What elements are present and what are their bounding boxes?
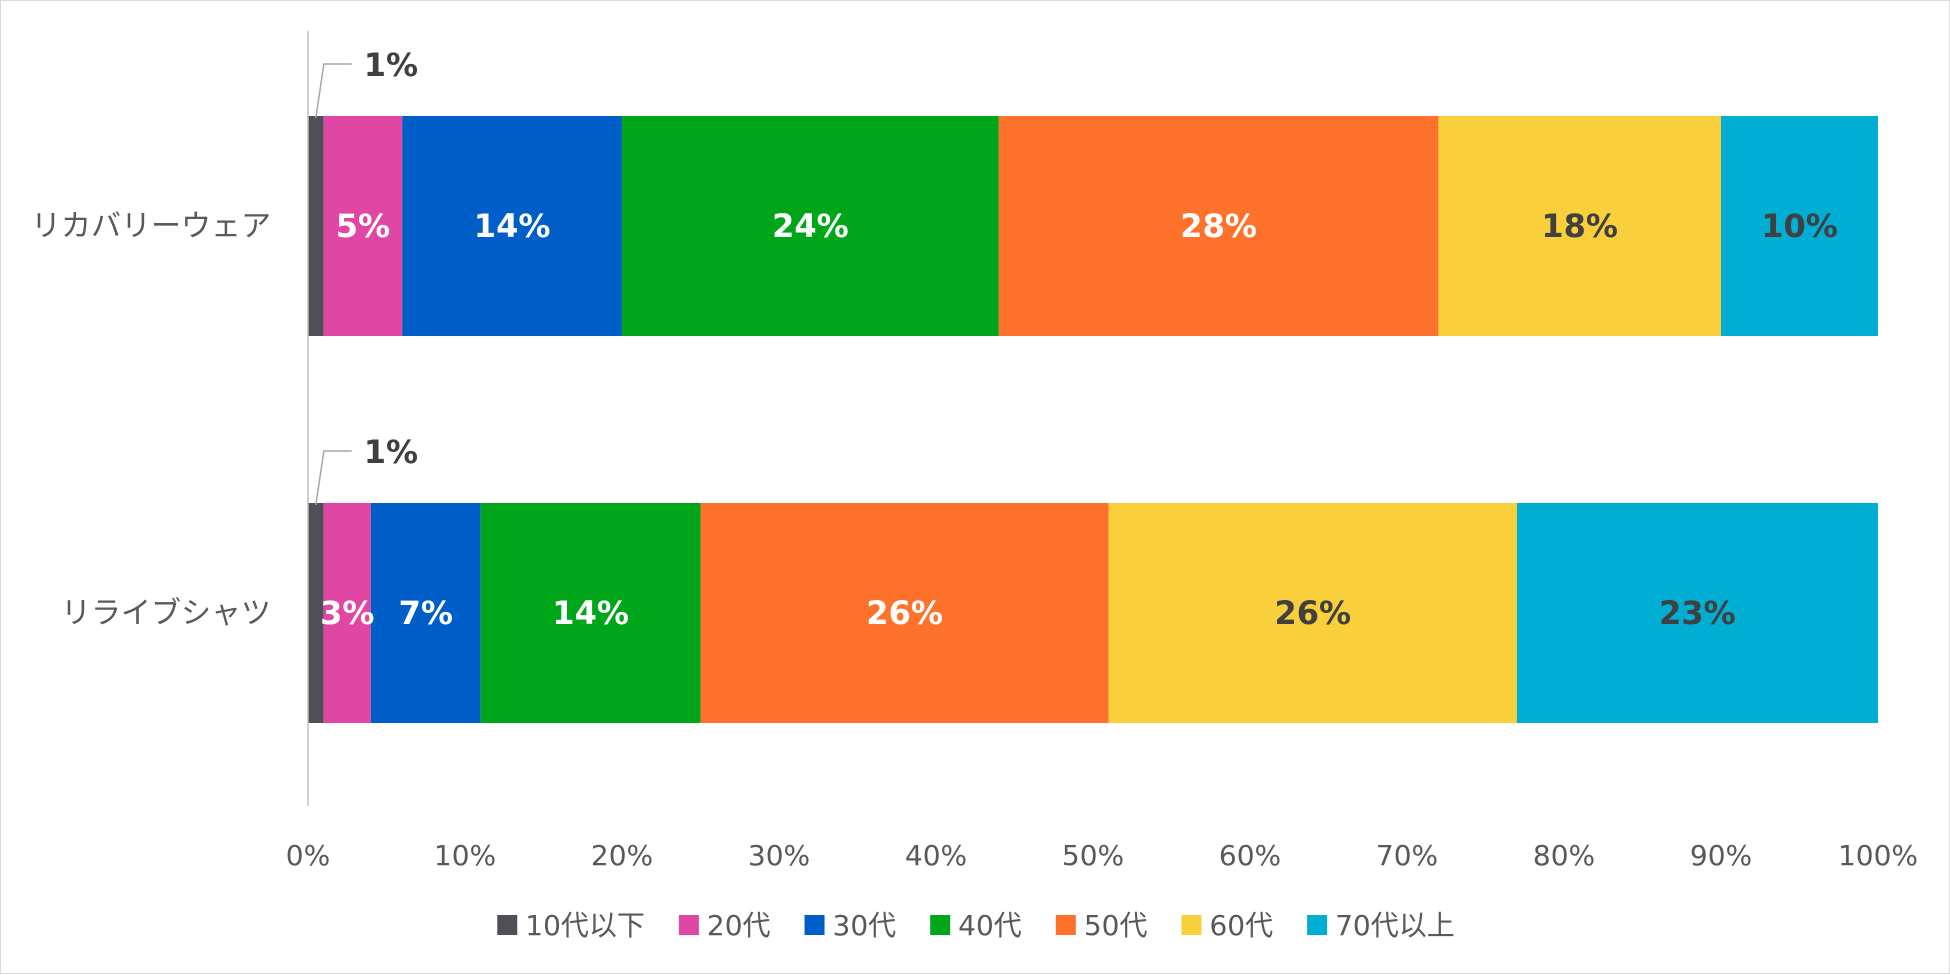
data-labels: 1% 5% 14% 24% 28% 18% 10% 1% 3% 7% 14% 26% 26% 23% — [320, 46, 1838, 632]
x-tick-label-3: 20% — [591, 839, 653, 872]
legend: 10代以下 20代 30代 40代 50代 60代 70代以上 — [497, 909, 1455, 942]
bar-segment-2-5 — [700, 503, 1109, 723]
x-tick-label-2: 10% — [434, 839, 496, 872]
data-label-1-6: 18% — [1541, 207, 1618, 245]
x-tick-label-7: 60% — [1219, 839, 1281, 872]
x-tick-label-11: 100% — [1838, 839, 1918, 872]
leader-line-2 — [315, 450, 352, 506]
category-label-2: リライブシャツ — [61, 596, 271, 631]
bar-segment-1-3 — [402, 116, 622, 336]
legend-swatch-2 — [678, 915, 699, 935]
leader-lines — [315, 63, 352, 506]
bar-segment-2-1 — [308, 503, 324, 723]
bar-segment-1-4 — [622, 116, 999, 336]
data-label-1-4: 24% — [772, 207, 849, 245]
x-tick-label-6: 50% — [1062, 839, 1124, 872]
bar-segment-1-6 — [1438, 116, 1721, 336]
bar-segment-1-2 — [323, 116, 403, 336]
data-label-2-2: 3% — [320, 594, 374, 632]
data-label-2-4: 14% — [552, 594, 629, 632]
x-tick-label-9: 80% — [1533, 839, 1595, 872]
bar-segment-1-7 — [1721, 116, 1878, 336]
bar-segment-2-4 — [480, 503, 701, 723]
data-label-2-7: 23% — [1659, 594, 1736, 632]
legend-label-3: 30代 — [833, 909, 897, 942]
bar-segment-1-5 — [998, 116, 1439, 336]
data-label-1-3: 14% — [474, 207, 551, 245]
bar-segment-2-3 — [370, 503, 481, 723]
legend-swatch-7 — [1307, 915, 1328, 935]
legend-label-2: 20代 — [707, 909, 771, 942]
category-label-1: リカバリーウェア — [31, 209, 271, 244]
bar-segment-2-6 — [1108, 503, 1517, 723]
data-label-1-1: 1% — [364, 46, 418, 84]
legend-label-5: 50代 — [1084, 909, 1148, 942]
data-label-2-1: 1% — [364, 433, 418, 471]
bar-segment-2-7 — [1516, 503, 1878, 723]
legend-label-4: 40代 — [958, 909, 1022, 942]
legend-label-1: 10代以下 — [525, 909, 645, 942]
bar-segment-2-2 — [323, 503, 371, 723]
legend-swatch-4 — [930, 915, 951, 935]
data-label-1-5: 28% — [1180, 207, 1257, 245]
legend-swatch-6 — [1181, 915, 1202, 935]
x-tick-label-10: 90% — [1690, 839, 1752, 872]
legend-swatch-3 — [804, 915, 825, 935]
x-tick-label-4: 30% — [748, 839, 810, 872]
x-tick-label-5: 40% — [905, 839, 967, 872]
data-label-1-7: 10% — [1761, 207, 1838, 245]
x-axis-tick-labels: 0% 10% 20% 30% 40% 50% 60% 70% 80% 90% 100% — [286, 839, 1918, 872]
data-label-2-3: 7% — [399, 594, 453, 632]
bar-segment-1-1 — [308, 116, 324, 336]
data-label-1-2: 5% — [336, 207, 390, 245]
legend-label-7: 70代以上 — [1335, 909, 1455, 942]
legend-swatch-5 — [1055, 915, 1076, 935]
x-tick-label-8: 70% — [1376, 839, 1438, 872]
bar-segments — [308, 116, 1878, 723]
data-label-2-6: 26% — [1275, 594, 1352, 632]
leader-line-1 — [315, 63, 352, 119]
legend-swatch-1 — [497, 915, 518, 935]
data-label-2-5: 26% — [866, 594, 943, 632]
legend-label-6: 60代 — [1209, 909, 1273, 942]
x-tick-label-1: 0% — [286, 839, 330, 872]
